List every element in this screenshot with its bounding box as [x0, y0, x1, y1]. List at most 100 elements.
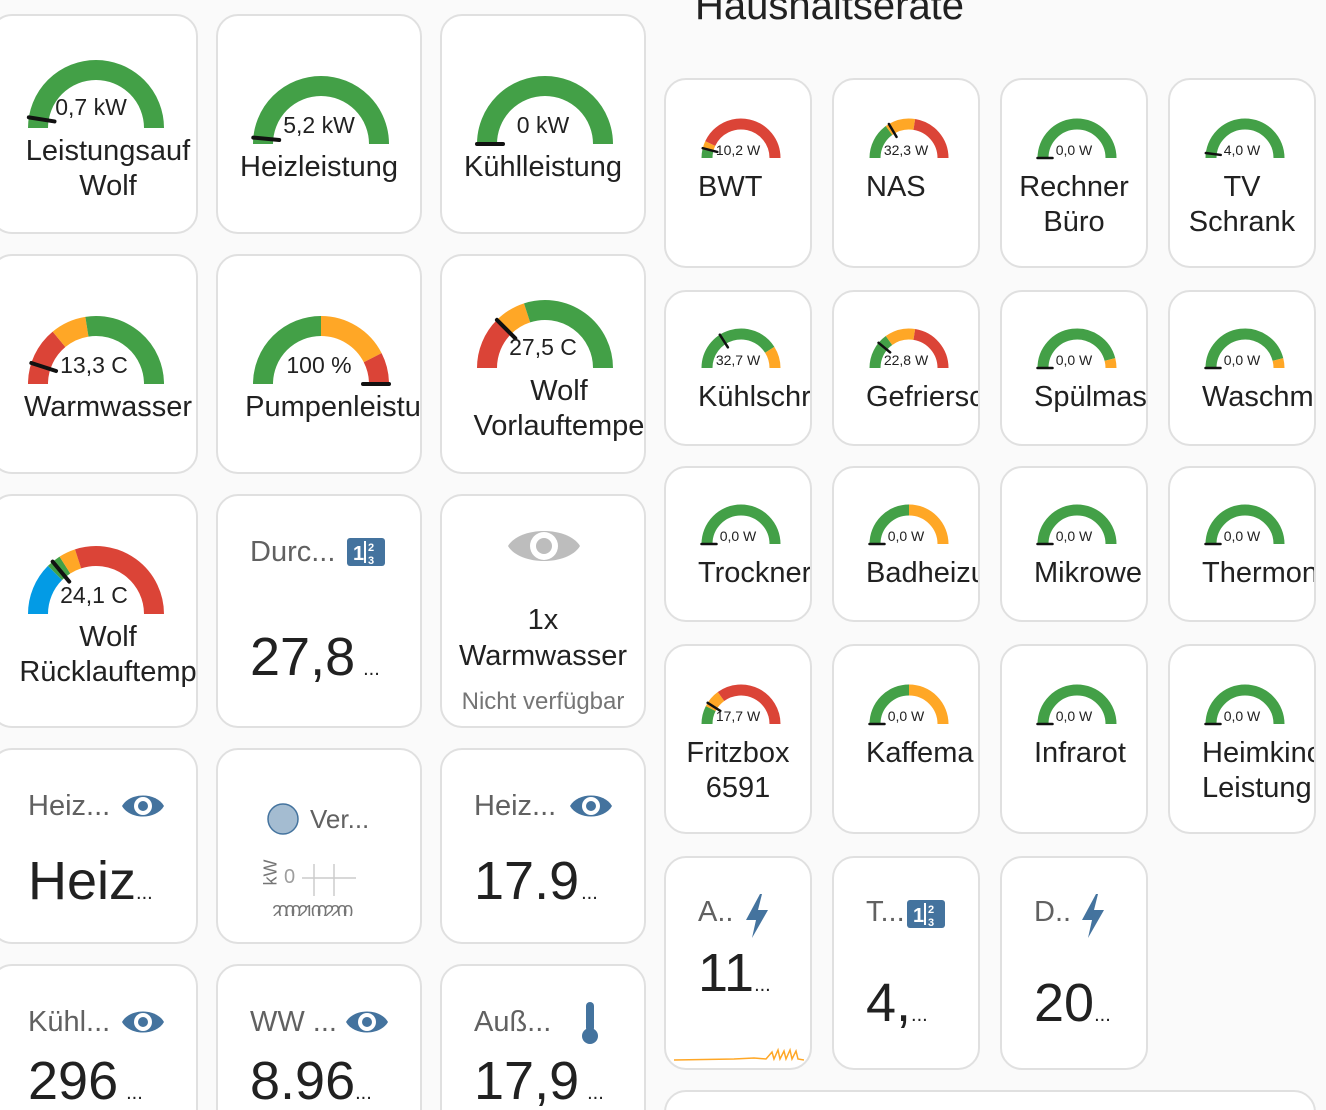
- entity-name: T...: [866, 896, 905, 928]
- entity-card-heizung-status[interactable]: Heiz... Heiz...: [0, 748, 198, 944]
- gauge-card-device[interactable]: 22,8 W Gefriersc: [832, 290, 980, 446]
- gauge-label: Thermon: [1202, 557, 1314, 589]
- gauge-card-device[interactable]: 0,0 W Spülmas: [1000, 290, 1148, 446]
- gauge-segment: [701, 706, 716, 725]
- gauge-card-device[interactable]: 32,3 W NAS: [832, 78, 980, 268]
- gauge-dial: [701, 328, 781, 369]
- gauge-label: Badheizu: [866, 557, 978, 589]
- eye-icon: [120, 790, 166, 827]
- button-name: 1x Warmwasser: [458, 604, 628, 673]
- gauge-label: Leistungsauf Wolf: [25, 135, 191, 203]
- gauge-value: 17,7 W: [715, 708, 761, 724]
- entity-value: 4,...: [866, 973, 928, 1033]
- gauge-card-device[interactable]: 17,7 W Fritzbox 6591: [664, 644, 812, 834]
- gauge-value: 5,2 kW: [283, 112, 355, 138]
- entity-card-aussentemperatur[interactable]: Auß... 17,9...: [440, 964, 646, 1110]
- gauge-card-pumpenleistung[interactable]: 100 % Pumpenleistu: [216, 254, 422, 474]
- gauge-card-device[interactable]: 0,0 W Rechner Büro: [1000, 78, 1148, 268]
- gauge-dial: [869, 118, 949, 159]
- graph-axis-zero: 0: [284, 866, 296, 888]
- gauge-segment: [28, 331, 66, 385]
- gauge-card-device[interactable]: 0,0 W Infrarot: [1000, 644, 1148, 834]
- svg-text:3: 3: [928, 917, 934, 929]
- gauge-card-device[interactable]: 4,0 W TV Schrank: [1168, 78, 1316, 268]
- entity-card-a[interactable]: A.. 11...: [664, 856, 812, 1070]
- button-card-warmwasser[interactable]: 1x Warmwasser Nicht verfügbar: [440, 494, 646, 728]
- gauge-segment: [477, 76, 613, 145]
- gauge-value: 4,0 W: [1223, 142, 1261, 158]
- gauge-value: 0,0 W: [1055, 708, 1093, 724]
- gauge-needle: [887, 122, 898, 139]
- graph-plot: [302, 864, 356, 896]
- gauge-card-leistungsaufnahme[interactable]: 0,7 kW Leistungsauf Wolf: [0, 14, 198, 234]
- gauge-dial: [1204, 328, 1285, 370]
- gauge-dial: [1204, 504, 1285, 546]
- entity-value: 8.96...: [250, 1051, 372, 1110]
- gauge-card-vorlauftemperatur[interactable]: 27,5 C Wolf Vorlauftempe: [440, 254, 646, 474]
- gauge-label: NAS: [866, 171, 926, 203]
- gauge-dial: [1036, 118, 1117, 160]
- gauge-value: 0,0 W: [1055, 528, 1093, 544]
- gauge-card-kuehlleistung[interactable]: 0 kW Kühlleistung: [440, 14, 646, 234]
- gauge-segment: [869, 336, 893, 369]
- gauge-label: Waschm: [1202, 381, 1314, 413]
- gauge-card-device[interactable]: 0,0 W Thermon: [1168, 466, 1316, 622]
- gauge-card-device[interactable]: 0,0 W Mikrowe: [1000, 466, 1148, 622]
- gauge-value: 0,0 W: [887, 708, 925, 724]
- gauge-card-device[interactable]: 0,0 W Heimkino Leistung: [1168, 644, 1316, 834]
- gauge-segment: [1205, 504, 1285, 545]
- gauge-label: BWT: [698, 171, 763, 203]
- thermometer-icon: [580, 1000, 600, 1051]
- gauge-label: Gefriersc: [866, 381, 978, 413]
- gauge-label: Heizleistung: [240, 151, 398, 183]
- gauge-value: 22,8 W: [883, 352, 929, 368]
- graph-title: Ver...: [310, 804, 370, 834]
- gauge-card-device[interactable]: 0,0 W Badheizu: [832, 466, 980, 622]
- entity-name: Auß...: [474, 1006, 552, 1038]
- gauge-segment: [253, 316, 322, 385]
- gauge-segment: [701, 504, 781, 545]
- entity-card-ww[interactable]: WW ... 8.96...: [216, 964, 422, 1110]
- gauge-segment: [477, 319, 512, 369]
- entity-card-heizung-temp[interactable]: Heiz... 17.9...: [440, 748, 646, 944]
- entity-name: Durc...: [250, 536, 336, 568]
- gauge-segment: [913, 328, 949, 369]
- gauge-needle: [251, 135, 282, 143]
- gauge-segment: [913, 118, 949, 159]
- entity-value: 17,9...: [474, 1051, 604, 1110]
- gauge-segment: [885, 328, 916, 346]
- entity-card-d[interactable]: D.. 20...: [1000, 856, 1148, 1070]
- gauge-needle: [29, 360, 59, 374]
- gauge-card-device[interactable]: 0,0 W Trockner: [664, 466, 812, 622]
- gauge-card-device[interactable]: 0,0 W Waschm: [1168, 290, 1316, 446]
- bottom-card[interactable]: [664, 1090, 1316, 1110]
- gauge-card-heizleistung[interactable]: 5,2 kW Heizleistung: [216, 14, 422, 234]
- gauge-segment: [764, 346, 781, 369]
- entity-card-kuehlung[interactable]: Kühl... 296...: [0, 964, 198, 1110]
- gauge-card-ruecklauftemperatur[interactable]: 24,1 C Wolf Rücklauftemp: [0, 494, 198, 728]
- gauge-card-warmwasser[interactable]: 13,3 C Warmwasser: [0, 254, 198, 474]
- entity-value: 27,8...: [250, 627, 380, 687]
- gauge-card-device[interactable]: 0,0 W Kaffema: [832, 644, 980, 834]
- gauge-label: Kühlschr: [698, 381, 810, 413]
- status-dot-icon: [266, 802, 300, 841]
- gauge-label: Infrarot: [1034, 737, 1126, 769]
- gauge-segment: [717, 684, 781, 725]
- entity-name: WW ...: [250, 1006, 337, 1038]
- gauge-value: 0,0 W: [1055, 352, 1093, 368]
- svg-text:1: 1: [913, 905, 924, 927]
- gauge-dial: [477, 300, 613, 369]
- gauge-card-device[interactable]: 32,7 W Kühlschr: [664, 290, 812, 446]
- gauge-value: 10,2 W: [715, 142, 761, 158]
- gauge-value: 0,0 W: [1223, 708, 1261, 724]
- gauge-value: 0,0 W: [887, 528, 925, 544]
- gauge-card-device[interactable]: 10,2 W BWT: [664, 78, 812, 268]
- gauge-dial: [700, 504, 781, 546]
- gauge-dial: [251, 76, 389, 145]
- graph-card-verbrauch[interactable]: Ver... kW 0 20:00 21:00 22:00: [216, 748, 422, 944]
- svg-text:2: 2: [368, 542, 374, 554]
